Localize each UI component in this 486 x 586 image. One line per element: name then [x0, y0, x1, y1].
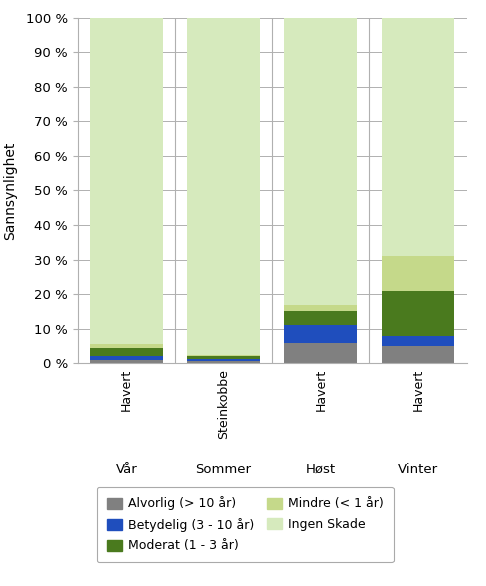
Text: Vår: Vår [116, 463, 137, 476]
Bar [284, 343, 357, 363]
Bar [382, 256, 454, 291]
Bar [90, 18, 163, 345]
Bar [284, 325, 357, 343]
Bar [187, 18, 260, 355]
Legend: Alvorlig (> 10 år), Betydelig (3 - 10 år), Moderat (1 - 3 år), Mindre (< 1 år), : Alvorlig (> 10 år), Betydelig (3 - 10 år… [97, 486, 394, 563]
Text: Steinkobbe: Steinkobbe [217, 369, 230, 439]
Bar [284, 305, 357, 312]
Bar [382, 336, 454, 346]
Text: Havert: Havert [120, 369, 133, 411]
Bar [187, 360, 260, 363]
Text: Havert: Havert [412, 369, 424, 411]
Bar [90, 345, 163, 347]
Bar [187, 355, 260, 356]
Bar [90, 347, 163, 356]
Bar [187, 356, 260, 359]
Text: Høst: Høst [306, 463, 336, 476]
Bar [382, 346, 454, 363]
Bar [382, 18, 454, 256]
Bar [382, 291, 454, 336]
Text: Vinter: Vinter [398, 463, 438, 476]
Text: Havert: Havert [314, 369, 327, 411]
Bar [284, 18, 357, 305]
Bar [187, 359, 260, 360]
Y-axis label: Sannsynlighet: Sannsynlighet [3, 141, 17, 240]
Bar [284, 311, 357, 325]
Text: Sommer: Sommer [195, 463, 252, 476]
Bar [90, 360, 163, 363]
Bar [90, 356, 163, 360]
